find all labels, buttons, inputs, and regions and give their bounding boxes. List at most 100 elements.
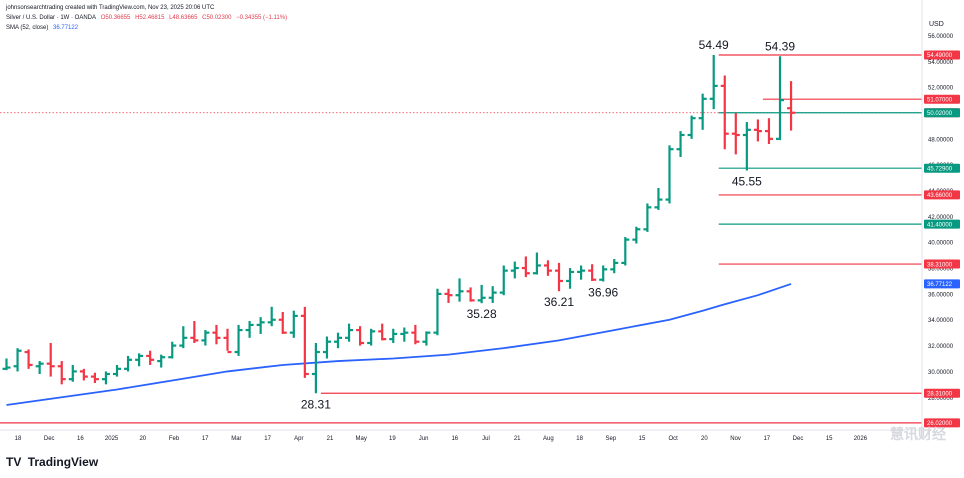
x-tick-label: 16 bbox=[77, 436, 84, 442]
ohlc-bar bbox=[267, 306, 276, 327]
price-tag-box bbox=[924, 94, 960, 104]
ohlc-bar bbox=[179, 326, 188, 349]
price-tag-label: 26.02000 bbox=[927, 421, 953, 427]
y-tick-label: 48.00000 bbox=[928, 137, 954, 143]
ohlc-bar bbox=[709, 55, 718, 110]
x-tick-label: May bbox=[356, 436, 367, 442]
ohlc-bar bbox=[621, 237, 630, 266]
ohlc-bar bbox=[124, 355, 133, 372]
x-tick-label: 20 bbox=[139, 436, 146, 442]
y-tick-label: 36.00000 bbox=[928, 292, 954, 298]
x-tick-label: Dec bbox=[44, 436, 55, 442]
time-axis[interactable]: 18 Dec 16 2025 20 Feb 17 Mar 17 Apr 21 May 19 Jun 16 Ju… bbox=[15, 436, 868, 442]
ohlc-bar bbox=[201, 330, 210, 346]
ohlc-bar bbox=[190, 321, 199, 343]
ohlc-bar bbox=[90, 372, 99, 384]
y-tick-label: 32.00000 bbox=[928, 344, 954, 350]
x-tick-label: Sep bbox=[605, 436, 616, 442]
ohlc-bar bbox=[643, 203, 652, 232]
price-axis[interactable]: 56.0000054.0000052.0000050.0000048.00000… bbox=[928, 34, 954, 428]
sma-layer bbox=[6, 283, 792, 406]
x-tick-label: 18 bbox=[576, 436, 583, 442]
price-annotation: 54.49 bbox=[699, 38, 729, 52]
ohlc-bar bbox=[521, 256, 530, 278]
ohlc-bar bbox=[113, 364, 121, 377]
ohlc-bar bbox=[776, 56, 784, 141]
ohlc-bar bbox=[378, 323, 387, 341]
price-tag-label: 28.31000 bbox=[927, 391, 953, 397]
x-tick-label: 2025 bbox=[105, 436, 119, 442]
x-tick-label: Jul bbox=[482, 436, 490, 442]
footer-brand[interactable]: TV TradingView bbox=[6, 455, 98, 469]
price-tag-box bbox=[924, 163, 960, 173]
y-tick-label: 42.00000 bbox=[928, 215, 954, 221]
ohlc-bar bbox=[234, 324, 243, 356]
ohlc-bar bbox=[389, 328, 398, 343]
ohlc-bar bbox=[764, 118, 773, 145]
price-annotation: 28.31 bbox=[301, 397, 331, 411]
ohlc-bar bbox=[24, 349, 33, 369]
x-tick-label: 2026 bbox=[854, 436, 868, 442]
price-tag-label: 38.31000 bbox=[927, 262, 953, 268]
ohlc-bar bbox=[146, 350, 155, 365]
x-tick-label: Apr bbox=[294, 436, 303, 442]
ohlc-bar bbox=[555, 262, 563, 292]
ohlc-bar bbox=[79, 368, 88, 381]
ohlc-bar bbox=[345, 323, 354, 342]
ohlc-bar bbox=[2, 358, 11, 371]
price-tag-box bbox=[924, 190, 960, 200]
ohlc-change: −0.34355 (−1.11%) bbox=[236, 15, 288, 21]
ohlc-bar bbox=[13, 348, 22, 372]
x-tick-label: 17 bbox=[763, 436, 770, 442]
x-tick-label: 19 bbox=[389, 436, 396, 442]
x-tick-label: Mar bbox=[231, 436, 241, 442]
ohlc-bar bbox=[57, 361, 66, 385]
ohlc-bar bbox=[787, 81, 796, 131]
price-tag-box bbox=[924, 108, 960, 118]
currency-label: USD bbox=[929, 21, 944, 28]
ohlc-bar bbox=[422, 331, 431, 346]
y-tick-label: 38.00000 bbox=[928, 267, 954, 273]
price-tag-box bbox=[924, 50, 960, 60]
sma-legend[interactable]: SMA (52, close) 36.77122 bbox=[6, 24, 81, 32]
x-tick-label: Nov bbox=[730, 436, 741, 442]
price-annotation: 54.39 bbox=[765, 39, 795, 53]
price-annotation: 36.21 bbox=[544, 295, 574, 309]
price-tag-label: 41.40000 bbox=[927, 222, 953, 228]
ohlc-bar bbox=[322, 336, 331, 359]
ohlc-bar bbox=[101, 371, 110, 385]
price-tag-box bbox=[924, 219, 960, 229]
y-tick-label: 54.00000 bbox=[928, 60, 954, 66]
ohlc-bar bbox=[731, 113, 740, 155]
ohlc-bar bbox=[687, 115, 696, 139]
ohlc-bar bbox=[466, 287, 475, 302]
ohlc-bar bbox=[676, 131, 685, 157]
brand-name: TradingView bbox=[27, 455, 99, 469]
price-tag-box bbox=[924, 279, 960, 289]
ohlc-bar bbox=[444, 288, 453, 303]
ohlc-bar bbox=[566, 268, 575, 289]
ohlc-bar bbox=[455, 278, 464, 302]
x-tick-label: 21 bbox=[327, 436, 334, 442]
ohlc-bar bbox=[400, 327, 409, 342]
ohlc-bar bbox=[46, 342, 55, 377]
sma-value: 36.77122 bbox=[53, 25, 79, 31]
attribution-text: johnsonsearchtrading created with Tradin… bbox=[6, 5, 215, 11]
watermark: 慧讯财经 bbox=[890, 426, 946, 442]
y-tick-label: 28.00000 bbox=[928, 396, 954, 402]
ohlc-bar bbox=[356, 326, 365, 346]
price-annotation: 45.55 bbox=[732, 175, 762, 189]
ohlc-bar bbox=[433, 288, 442, 336]
y-tick-label: 30.00000 bbox=[928, 370, 954, 376]
y-tick-label: 56.00000 bbox=[928, 34, 954, 40]
symbol-title[interactable]: Silver / U.S. Dollar · 1W · OANDA bbox=[6, 15, 97, 21]
ohlc-bar bbox=[367, 328, 376, 346]
x-tick-label: 15 bbox=[639, 436, 646, 442]
x-tick-label: Aug bbox=[543, 436, 554, 442]
price-tag-label: 51.07000 bbox=[927, 97, 953, 103]
ohlc-bar bbox=[477, 284, 486, 304]
ohlc-bar bbox=[411, 324, 420, 345]
ohlc-bar bbox=[753, 119, 762, 142]
ohlc-bar bbox=[223, 328, 232, 354]
